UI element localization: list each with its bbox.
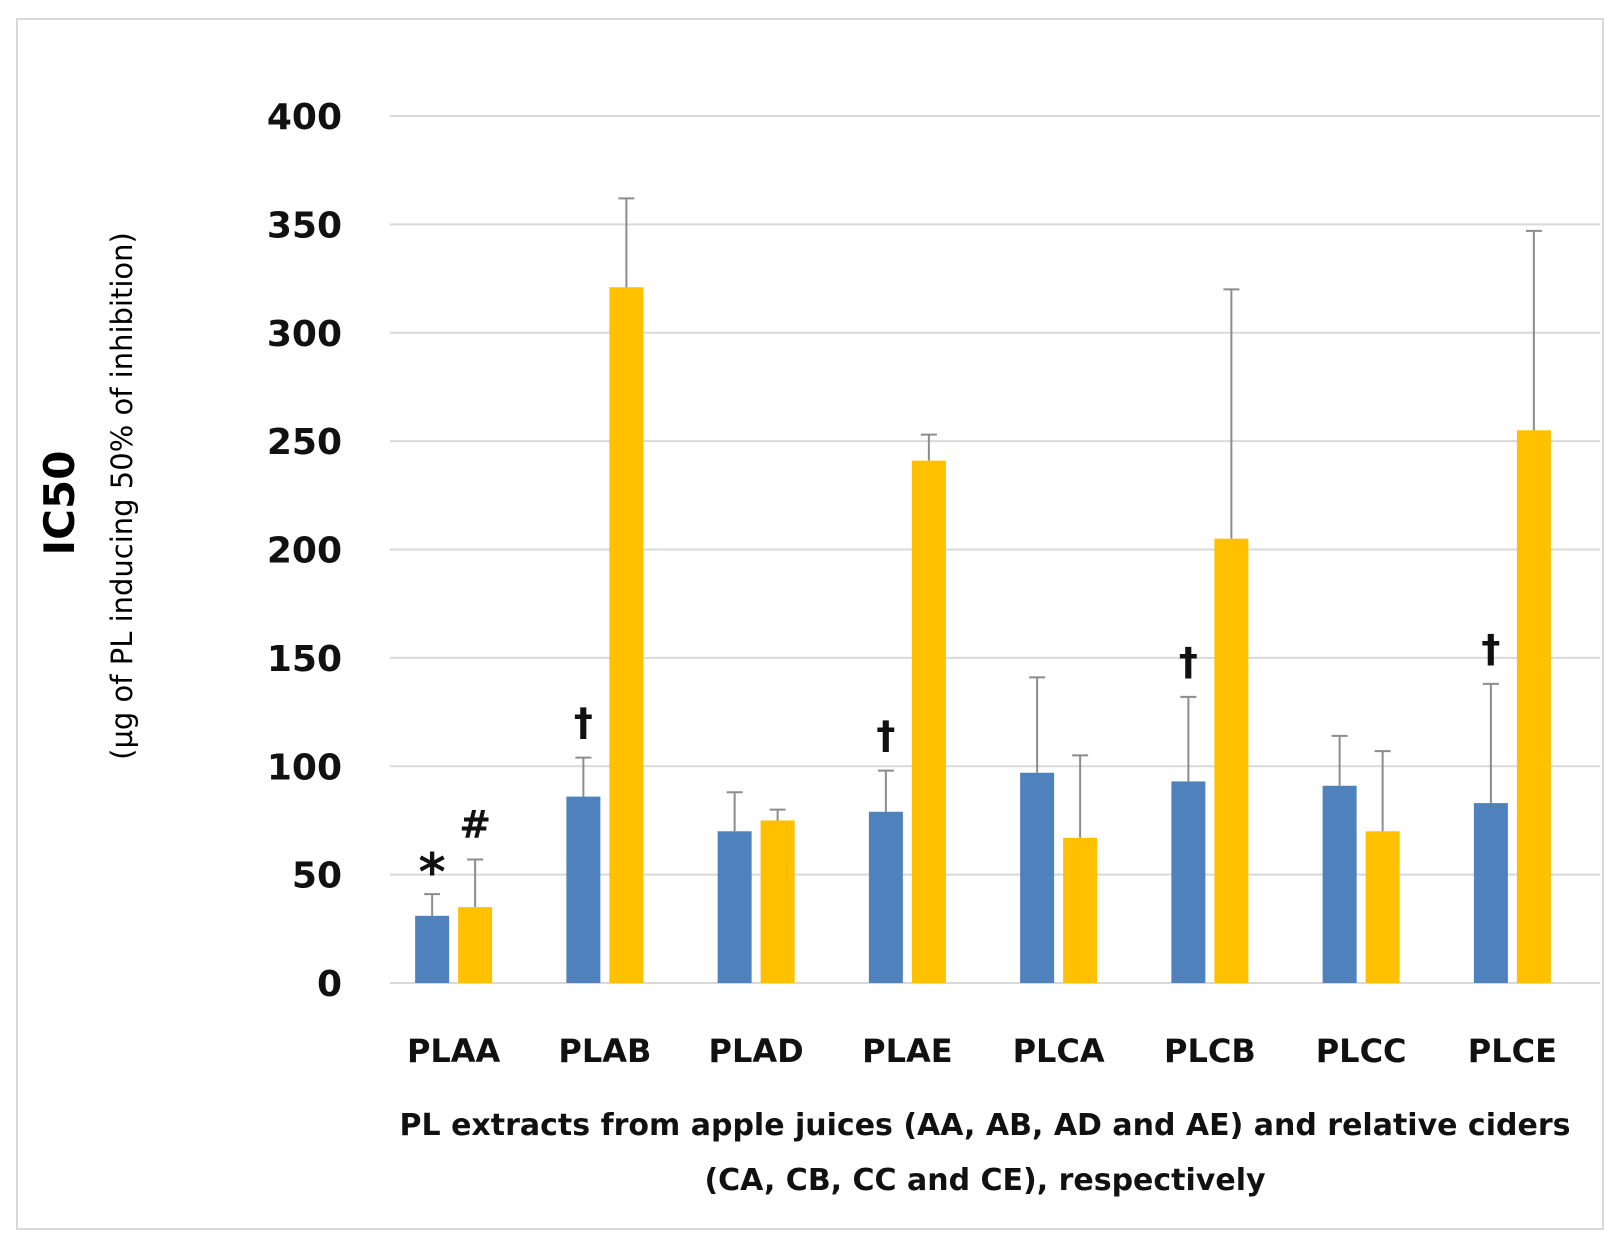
y-tick-label: 250: [267, 422, 342, 463]
x-tick-label: PLAB: [558, 1032, 651, 1070]
y-tick-label: 200: [267, 531, 342, 572]
y-tick-label: 100: [267, 747, 342, 788]
bar-plcb-series-2: [1214, 538, 1249, 983]
significance-mark: †: [1481, 627, 1500, 671]
bar-plcc-series-2: [1365, 831, 1400, 983]
bar-plca-series-1: [1020, 772, 1055, 983]
x-tick-label: PLAA: [407, 1032, 501, 1070]
y-axis-title: IC50: [35, 451, 84, 556]
y-axis-subtitle: (µg of PL inducing 50% of inhibition): [105, 232, 139, 760]
bar-plca-series-2: [1063, 837, 1098, 983]
bar-plaa-series-2: [458, 907, 493, 983]
x-axis-title-line-1: PL extracts from apple juices (AA, AB, A…: [400, 1108, 1571, 1143]
x-axis-title-line-2: (CA, CB, CC and CE), respectively: [704, 1163, 1266, 1198]
significance-mark: #: [459, 802, 491, 846]
bar-plae-series-2: [911, 460, 946, 983]
x-tick-label: PLAD: [709, 1032, 804, 1070]
bar-plae-series-1: [868, 811, 903, 983]
significance-mark: *: [419, 843, 446, 903]
bars: [415, 287, 1551, 984]
significance-marks: * # † † † †: [419, 627, 1501, 903]
x-tick-label: PLCC: [1316, 1032, 1407, 1070]
y-axis-ticks: 0 50 100 150 200 250 300 350 400: [267, 97, 342, 1005]
x-axis-ticks: PLAA PLAB PLAD PLAE PLCA PLCB PLCC PLCE: [407, 1032, 1557, 1070]
significance-mark: †: [1179, 640, 1198, 684]
bar-plab-series-1: [566, 796, 601, 983]
error-bars: [424, 197, 1542, 916]
bar-plce-series-1: [1473, 803, 1508, 983]
significance-mark: †: [876, 714, 895, 758]
chart-frame: [16, 18, 1604, 1230]
y-tick-label: 400: [267, 97, 342, 138]
significance-mark: †: [574, 701, 593, 745]
y-tick-label: 150: [267, 639, 342, 680]
x-tick-label: PLAE: [862, 1032, 952, 1070]
y-tick-label: 50: [292, 856, 342, 897]
bar-plcc-series-1: [1322, 785, 1357, 983]
y-tick-label: 350: [267, 205, 342, 246]
bar-plab-series-2: [609, 287, 644, 983]
bar-plaa-series-1: [415, 915, 450, 983]
y-tick-label: 0: [317, 964, 342, 1005]
bar-plce-series-2: [1516, 430, 1551, 984]
x-tick-label: PLCE: [1468, 1032, 1557, 1070]
bar-plad-series-1: [717, 831, 752, 983]
bar-plad-series-2: [760, 820, 795, 983]
x-tick-label: PLCA: [1013, 1032, 1105, 1070]
bar-plcb-series-1: [1171, 781, 1206, 983]
x-tick-label: PLCB: [1164, 1032, 1256, 1070]
y-tick-label: 300: [267, 314, 342, 355]
